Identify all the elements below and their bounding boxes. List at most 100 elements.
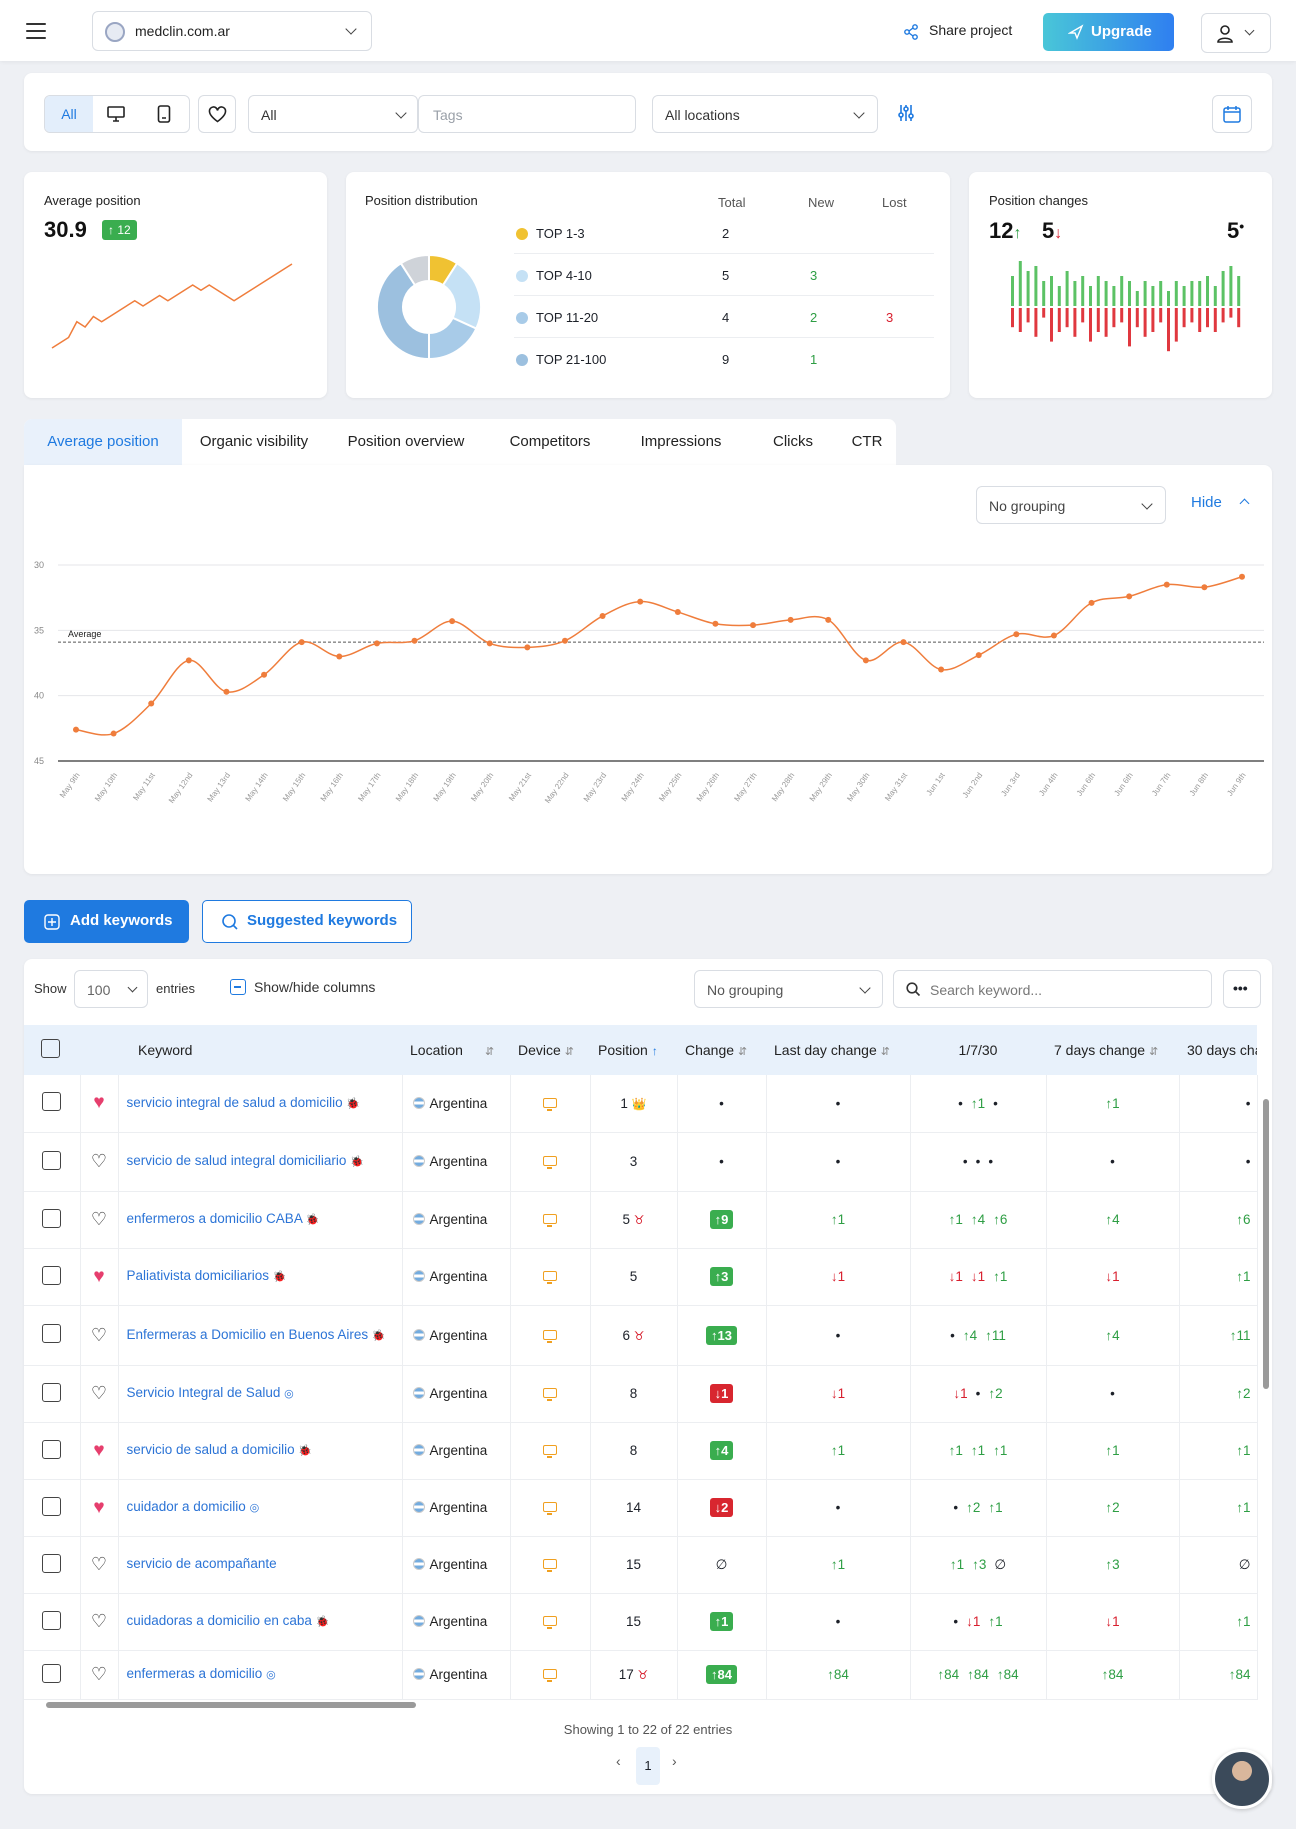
keyword-cell[interactable]: Servicio Integral de Salud ◎: [118, 1365, 403, 1423]
table-row[interactable]: ♡ enfermeras a domicilio ◎ Argentina 17 …: [24, 1650, 1258, 1700]
header-7-days-change[interactable]: 7 days change ⇵: [1046, 1025, 1179, 1075]
keyword-cell[interactable]: Enfermeras a Domicilio en Buenos Aires 🐞: [118, 1305, 403, 1366]
keyword-link[interactable]: enfermeros a domicilio CABA: [126, 1211, 303, 1226]
heart-icon[interactable]: ♥: [93, 1265, 105, 1287]
tags-input[interactable]: Tags: [418, 95, 636, 133]
tab-impressions[interactable]: Impressions: [640, 433, 722, 450]
select-all-checkbox[interactable]: [41, 1039, 60, 1058]
suggested-keywords-button[interactable]: Suggested keywords: [202, 900, 412, 943]
keyword-link[interactable]: cuidadoras a domicilio en caba: [126, 1613, 312, 1628]
more-options-button[interactable]: •••: [1223, 970, 1261, 1008]
row-checkbox[interactable]: [42, 1496, 62, 1516]
header-keyword[interactable]: Keyword: [118, 1025, 402, 1075]
keyword-link[interactable]: enfermeras a domicilio: [126, 1666, 263, 1681]
show-hide-columns-button[interactable]: Show/hide columns: [230, 979, 375, 995]
table-row[interactable]: ♥ servicio integral de salud a domicilio…: [24, 1075, 1258, 1133]
heart-icon[interactable]: ♥: [93, 1092, 105, 1114]
tab-clicks[interactable]: Clicks: [773, 433, 813, 450]
keyword-cell[interactable]: enfermeros a domicilio CABA 🐞: [118, 1191, 403, 1249]
locations-select[interactable]: All locations: [652, 95, 878, 133]
keyword-cell[interactable]: servicio de acompañante: [118, 1536, 403, 1594]
keyword-link[interactable]: servicio integral de salud a domicilio: [126, 1094, 343, 1110]
tab-competitors[interactable]: Competitors: [509, 433, 591, 450]
keyword-link[interactable]: Paliativista domiciliarios: [126, 1268, 270, 1283]
keyword-link[interactable]: servicio de salud integral domiciliario: [126, 1153, 347, 1168]
entries-select[interactable]: 100: [74, 970, 148, 1008]
tab-organic-visibility[interactable]: Organic visibility: [199, 433, 309, 450]
row-checkbox[interactable]: [42, 1324, 62, 1343]
table-row[interactable]: ♡ Enfermeras a Domicilio en Buenos Aires…: [24, 1305, 1258, 1366]
row-checkbox[interactable]: [42, 1663, 62, 1683]
table-row[interactable]: ♥ servicio de salud a domicilio 🐞 Argent…: [24, 1422, 1258, 1480]
row-checkbox[interactable]: [42, 1439, 62, 1459]
table-grouping-select[interactable]: No grouping: [694, 970, 883, 1008]
keyword-cell[interactable]: servicio de salud integral domiciliario …: [118, 1132, 403, 1192]
prev-page-icon[interactable]: ‹: [616, 1753, 621, 1769]
share-project-button[interactable]: Share project: [904, 22, 1012, 40]
horizontal-scrollbar[interactable]: [34, 1700, 1259, 1710]
row-checkbox[interactable]: [42, 1092, 62, 1112]
calendar-button[interactable]: [1212, 95, 1252, 133]
hide-chart-button[interactable]: Hide: [1191, 494, 1250, 511]
table-row[interactable]: ♡ servicio de acompañante Argentina 15 ∅…: [24, 1536, 1258, 1594]
keyword-link[interactable]: servicio de salud a domicilio: [126, 1442, 295, 1457]
header-location[interactable]: Location ⇵: [402, 1025, 510, 1075]
table-row[interactable]: ♡ cuidadoras a domicilio en caba 🐞 Argen…: [24, 1593, 1258, 1651]
chart-grouping-select[interactable]: No grouping: [976, 486, 1166, 524]
keyword-cell[interactable]: enfermeras a domicilio ◎: [118, 1650, 403, 1700]
header-30-days-change[interactable]: 30 days cha: [1179, 1025, 1257, 1075]
type-select[interactable]: All: [248, 95, 418, 133]
favorites-filter-button[interactable]: [198, 95, 236, 133]
heart-icon[interactable]: ♡: [90, 1664, 108, 1684]
row-checkbox[interactable]: [42, 1208, 62, 1228]
heart-icon[interactable]: ♡: [90, 1209, 108, 1229]
horizontal-scrollbar-thumb[interactable]: [46, 1702, 416, 1708]
keyword-cell[interactable]: cuidadoras a domicilio en caba 🐞: [118, 1593, 403, 1651]
header-device[interactable]: Device ⇵: [510, 1025, 590, 1075]
header-last-day-change[interactable]: Last day change ⇵: [766, 1025, 910, 1075]
keyword-link[interactable]: Enfermeras a Domicilio en Buenos Aires: [126, 1326, 369, 1342]
table-row[interactable]: ♥ cuidador a domicilio ◎ Argentina 14 ↓2…: [24, 1479, 1258, 1537]
heart-icon[interactable]: ♡: [90, 1554, 108, 1574]
keyword-cell[interactable]: Paliativista domiciliarios 🐞: [118, 1248, 403, 1306]
heart-icon[interactable]: ♥: [93, 1439, 105, 1461]
keyword-cell[interactable]: servicio de salud a domicilio 🐞: [118, 1422, 403, 1480]
heart-icon[interactable]: ♡: [90, 1324, 108, 1345]
heart-icon[interactable]: ♥: [93, 1496, 105, 1518]
tab-position-overview[interactable]: Position overview: [347, 433, 465, 450]
keyword-link[interactable]: cuidador a domicilio: [126, 1499, 246, 1514]
table-row[interactable]: ♡ enfermeros a domicilio CABA 🐞 Argentin…: [24, 1191, 1258, 1249]
header-change[interactable]: Change ⇵: [677, 1025, 766, 1075]
keyword-search-input[interactable]: Search keyword...: [893, 970, 1212, 1008]
desktop-icon[interactable]: [107, 106, 125, 122]
row-checkbox[interactable]: [42, 1382, 62, 1402]
row-checkbox[interactable]: [42, 1150, 62, 1170]
header-position[interactable]: Position ↑: [590, 1025, 677, 1075]
domain-select[interactable]: medclin.com.ar: [92, 11, 372, 51]
page-1-button[interactable]: 1: [636, 1747, 660, 1785]
vertical-scrollbar[interactable]: [1261, 1089, 1271, 1651]
mobile-icon[interactable]: [157, 105, 171, 123]
menu-icon[interactable]: [26, 23, 46, 39]
keyword-link[interactable]: servicio de acompañante: [126, 1556, 277, 1571]
keyword-cell[interactable]: servicio integral de salud a domicilio 🐞: [118, 1075, 403, 1133]
table-row[interactable]: ♥ Paliativista domiciliarios 🐞 Argentina…: [24, 1248, 1258, 1306]
vertical-scrollbar-thumb[interactable]: [1263, 1099, 1269, 1389]
table-row[interactable]: ♡ servicio de salud integral domiciliari…: [24, 1132, 1258, 1192]
filter-settings-icon[interactable]: [896, 103, 916, 123]
chat-avatar[interactable]: [1212, 1749, 1272, 1809]
row-checkbox[interactable]: [42, 1265, 62, 1285]
keyword-cell[interactable]: cuidador a domicilio ◎: [118, 1479, 403, 1537]
upgrade-button[interactable]: Upgrade: [1043, 13, 1174, 51]
keyword-link[interactable]: Servicio Integral de Salud: [126, 1385, 281, 1400]
heart-icon[interactable]: ♡: [90, 1611, 108, 1631]
heart-icon[interactable]: ♡: [90, 1383, 108, 1403]
tab-ctr[interactable]: CTR: [851, 433, 883, 450]
next-page-icon[interactable]: ›: [672, 1753, 677, 1769]
tab-average-position[interactable]: Average position: [24, 419, 182, 465]
heart-icon[interactable]: ♡: [90, 1151, 108, 1171]
table-row[interactable]: ♡ Servicio Integral de Salud ◎ Argentina…: [24, 1365, 1258, 1423]
user-menu-button[interactable]: [1201, 13, 1271, 53]
row-checkbox[interactable]: [42, 1610, 62, 1630]
add-keywords-button[interactable]: Add keywords: [24, 900, 189, 943]
